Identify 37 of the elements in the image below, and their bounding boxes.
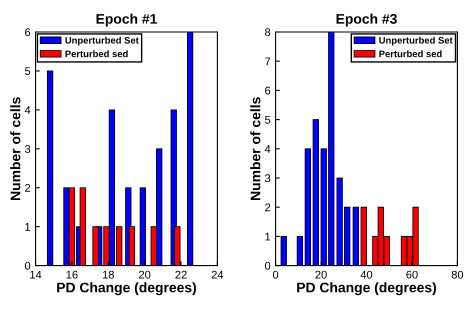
y-tick-label: 5 bbox=[24, 67, 30, 76]
y-tick-label: 8 bbox=[265, 28, 270, 36]
y-tick-label: 4 bbox=[264, 145, 270, 153]
legend-label: Unperturbed Set bbox=[65, 36, 139, 46]
y-tick-label: 4 bbox=[24, 106, 30, 114]
chart-title: Epoch #3 bbox=[336, 14, 397, 27]
x-tick-label: 24 bbox=[212, 270, 224, 279]
x-tick-label: 20 bbox=[315, 270, 327, 279]
x-axis-title: PD Change (degrees) bbox=[57, 282, 196, 296]
y-tick-label: 5 bbox=[264, 116, 270, 124]
y-axis-title: Number of cells bbox=[10, 97, 20, 200]
y-tick-label: 0 bbox=[24, 262, 30, 270]
y-tick-label: 0 bbox=[264, 262, 270, 270]
x-tick-label: 16 bbox=[66, 270, 78, 279]
y-tick-label: 3 bbox=[264, 174, 270, 182]
y-tick-label: 2 bbox=[265, 203, 270, 212]
x-tick-label: 20 bbox=[139, 270, 150, 279]
x-tick-label: 0 bbox=[272, 270, 278, 279]
x-tick-label: 14 bbox=[30, 270, 42, 279]
chart-title: Epoch #1 bbox=[96, 14, 157, 27]
y-tick-label: 7 bbox=[265, 58, 270, 66]
x-axis-title: PD Change (degrees) bbox=[297, 282, 436, 296]
x-tick-label: 18 bbox=[102, 270, 114, 279]
y-tick-label: 2 bbox=[25, 184, 30, 192]
y-tick-label: 1 bbox=[265, 232, 270, 240]
x-tick-label: 80 bbox=[452, 270, 464, 279]
x-tick-label: 40 bbox=[360, 270, 372, 279]
x-tick-label: 60 bbox=[406, 270, 418, 279]
y-axis-title: Number of cells bbox=[250, 97, 260, 200]
legend-label: Perturbed sed bbox=[65, 50, 128, 58]
y-tick-label: 6 bbox=[265, 86, 270, 95]
y-tick-label: 1 bbox=[25, 223, 30, 231]
legend-label: Unperturbed Set bbox=[379, 36, 453, 46]
legend-label: Perturbed sed bbox=[379, 50, 442, 58]
y-tick-label: 6 bbox=[25, 28, 30, 36]
x-tick-label: 22 bbox=[175, 270, 187, 279]
y-tick-label: 3 bbox=[24, 145, 30, 153]
